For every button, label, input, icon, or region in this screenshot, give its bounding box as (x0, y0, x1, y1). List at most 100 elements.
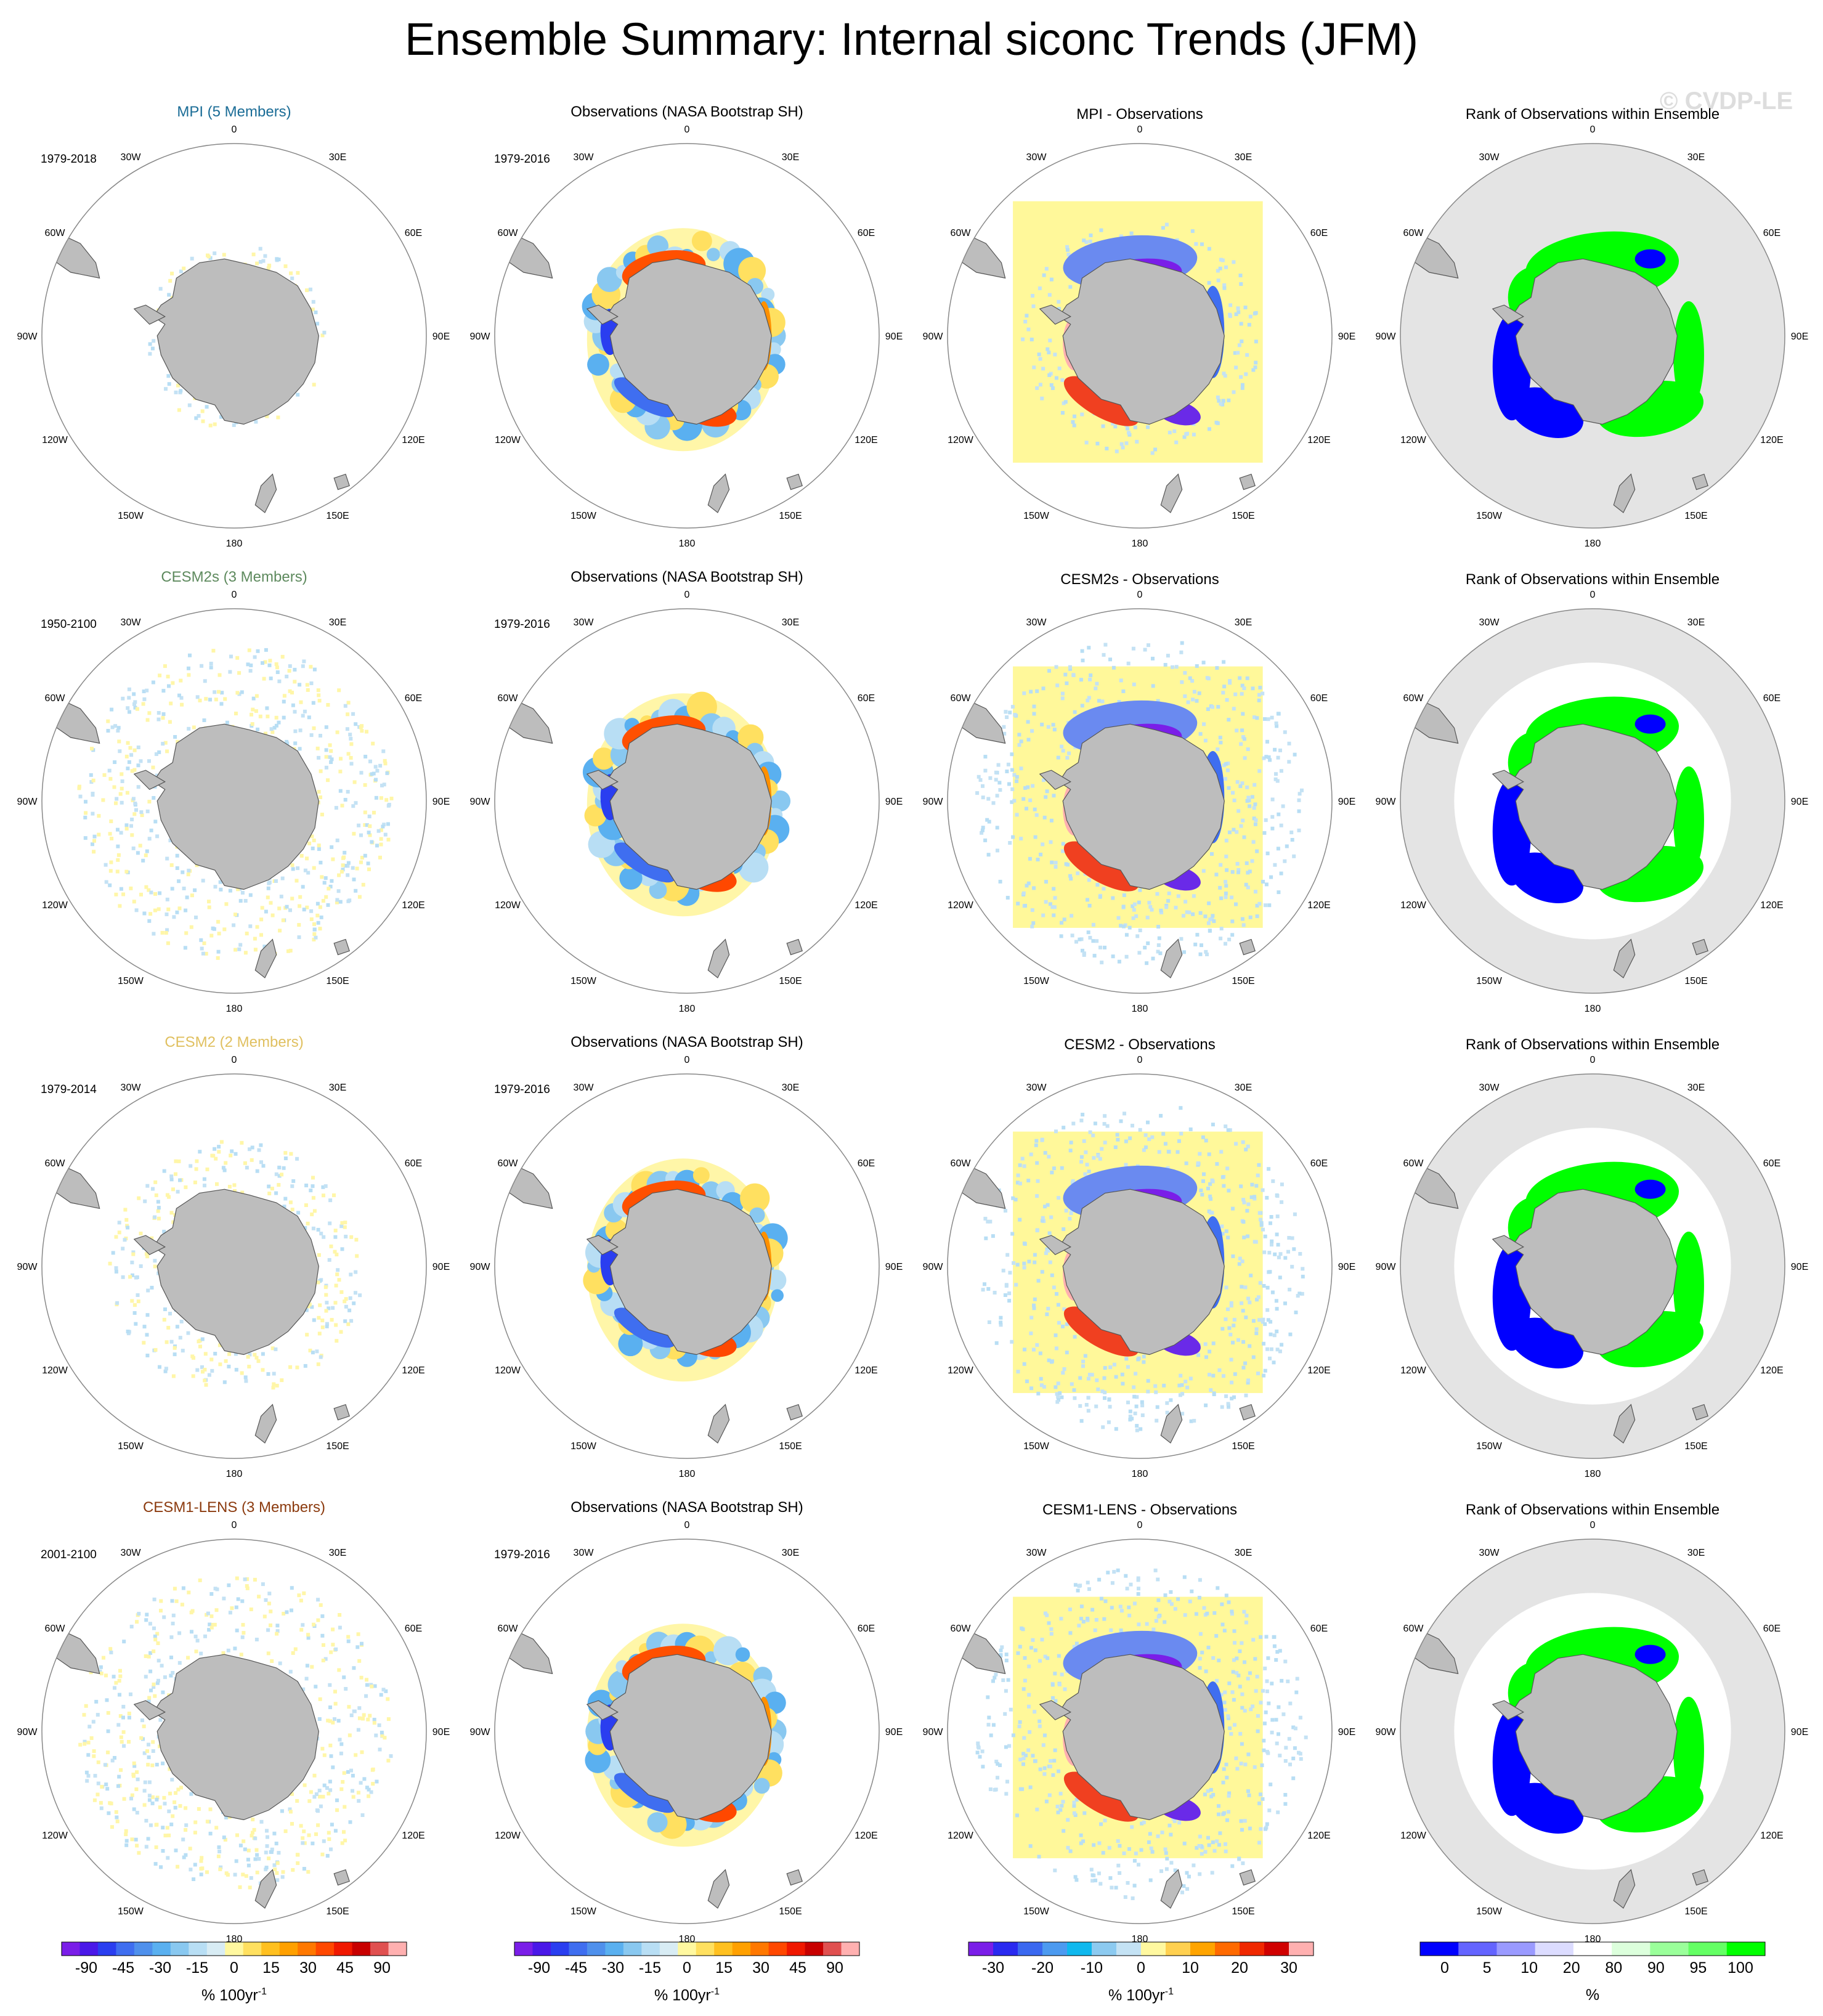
lon-label: 150E (326, 976, 349, 986)
lon-label: 30E (1235, 152, 1252, 163)
lon-label: 60E (1310, 1158, 1328, 1169)
lon-label: 90E (885, 797, 903, 807)
colorbar-tick-label: -45 (112, 1959, 135, 1977)
lon-label: 0 (1137, 590, 1143, 600)
lon-label: 30E (1235, 1083, 1252, 1093)
lon-label: 150W (1476, 1441, 1503, 1452)
peninsula-land (133, 1700, 166, 1721)
lon-label: 150E (779, 1906, 802, 1917)
lon-label: 120W (1400, 1365, 1427, 1376)
lon-label: 120E (402, 435, 424, 445)
lon-label: 180 (1132, 539, 1148, 549)
lon-label: 90E (432, 1727, 450, 1738)
lon-label: 150W (1476, 1906, 1503, 1917)
lon-label: 120E (402, 900, 424, 911)
lon-label: 60E (1310, 1624, 1328, 1634)
antarctica-land (1511, 1189, 1678, 1356)
tasmania-land (1692, 938, 1708, 956)
colorbar-1 (61, 1941, 407, 1956)
colorbar-tick-label: -20 (1031, 1959, 1054, 1977)
lon-label: 30W (1479, 1083, 1500, 1093)
lon-label: 60W (45, 1158, 66, 1169)
colorbar-tick-label: 5 (1482, 1959, 1492, 1977)
tasmania-land (1239, 1869, 1256, 1886)
lon-label: 150E (326, 1441, 349, 1452)
peninsula-land (1039, 1235, 1071, 1256)
tasmania-land (1692, 473, 1708, 490)
colorbar-tick-label: 90 (1647, 1959, 1665, 1977)
lon-label: 90E (1338, 797, 1355, 807)
new-zealand-land (254, 473, 277, 513)
lon-label: 30W (1026, 152, 1047, 163)
lon-label: 150E (1684, 1441, 1707, 1452)
lon-label: 150E (1232, 976, 1254, 986)
lon-label: 60E (1310, 693, 1328, 704)
lon-label: 150W (570, 1906, 597, 1917)
diff-panel-title: MPI - Observations (1076, 106, 1203, 123)
lon-label: 30W (1026, 1083, 1047, 1093)
tasmania-land (1692, 1869, 1708, 1886)
tasmania-land (333, 473, 350, 490)
colorbar-tick-label: -30 (148, 1959, 172, 1977)
model-panel-title: MPI (5 Members) (177, 104, 291, 120)
lon-label: 120E (1307, 1365, 1330, 1376)
lon-label: 30W (121, 152, 142, 163)
colorbar-tick-label: 45 (789, 1959, 806, 1977)
lon-label: 0 (1590, 1055, 1596, 1065)
colorbar-tick-label: 45 (336, 1959, 354, 1977)
lon-label: 60W (951, 693, 972, 704)
unit-exponent: -1 (1164, 1986, 1174, 1997)
lon-label: 120W (948, 900, 974, 911)
lon-label: 60W (498, 228, 519, 238)
lon-label: 120W (1400, 900, 1427, 911)
lon-label: 90W (923, 331, 944, 342)
lon-label: 30W (574, 617, 595, 628)
antarctica-land (153, 723, 319, 890)
lon-label: 90E (885, 1262, 903, 1272)
lon-label: 150W (118, 1906, 144, 1917)
colorbar-unit: % 100yr-1 (201, 1986, 267, 2004)
lon-label: 30E (1235, 1548, 1252, 1558)
model-period: 1950-2100 (41, 618, 97, 631)
lon-label: 90E (1791, 797, 1808, 807)
rank-panel-title: Rank of Observations within Ensemble (1465, 106, 1720, 123)
obs-panel-title: Observations (NASA Bootstrap SH) (570, 1499, 803, 1516)
lon-label: 90W (470, 797, 491, 807)
peninsula-land (1492, 770, 1524, 791)
lon-label: 90E (885, 1727, 903, 1738)
new-zealand-land (707, 1404, 730, 1444)
colorbar-tick-label: -10 (1080, 1959, 1103, 1977)
lon-label: 90W (1376, 331, 1397, 342)
rank-panel-title: Rank of Observations within Ensemble (1465, 1502, 1720, 1518)
lon-label: 120W (1400, 435, 1427, 445)
colorbar-tick-label: 95 (1689, 1959, 1707, 1977)
lon-label: 90W (923, 797, 944, 807)
new-zealand-land (707, 1869, 730, 1909)
lon-label: 150W (1023, 511, 1050, 521)
lon-label: 150W (570, 976, 597, 986)
antarctica-land (606, 1654, 772, 1821)
lon-label: 120E (855, 900, 877, 911)
lon-label: 120W (42, 1365, 68, 1376)
new-zealand-land (1160, 1404, 1183, 1444)
lon-label: 60W (1403, 1158, 1424, 1169)
new-zealand-land (1613, 1869, 1636, 1909)
antarctica-land (1058, 723, 1225, 890)
tasmania-land (1239, 1404, 1256, 1421)
lon-label: 90W (1376, 1262, 1397, 1272)
lon-label: 30E (1687, 1083, 1705, 1093)
lon-label: 150E (1232, 1441, 1254, 1452)
lon-label: 30W (574, 1548, 595, 1558)
model-panel-title: CESM2s (3 Members) (161, 569, 307, 585)
lon-label: 0 (684, 1055, 690, 1065)
new-zealand-land (1160, 938, 1183, 978)
lon-label: 150W (1476, 976, 1503, 986)
lon-label: 120W (948, 1365, 974, 1376)
colorbar-tick-label: 20 (1562, 1959, 1580, 1977)
lon-label: 30W (574, 1083, 595, 1093)
